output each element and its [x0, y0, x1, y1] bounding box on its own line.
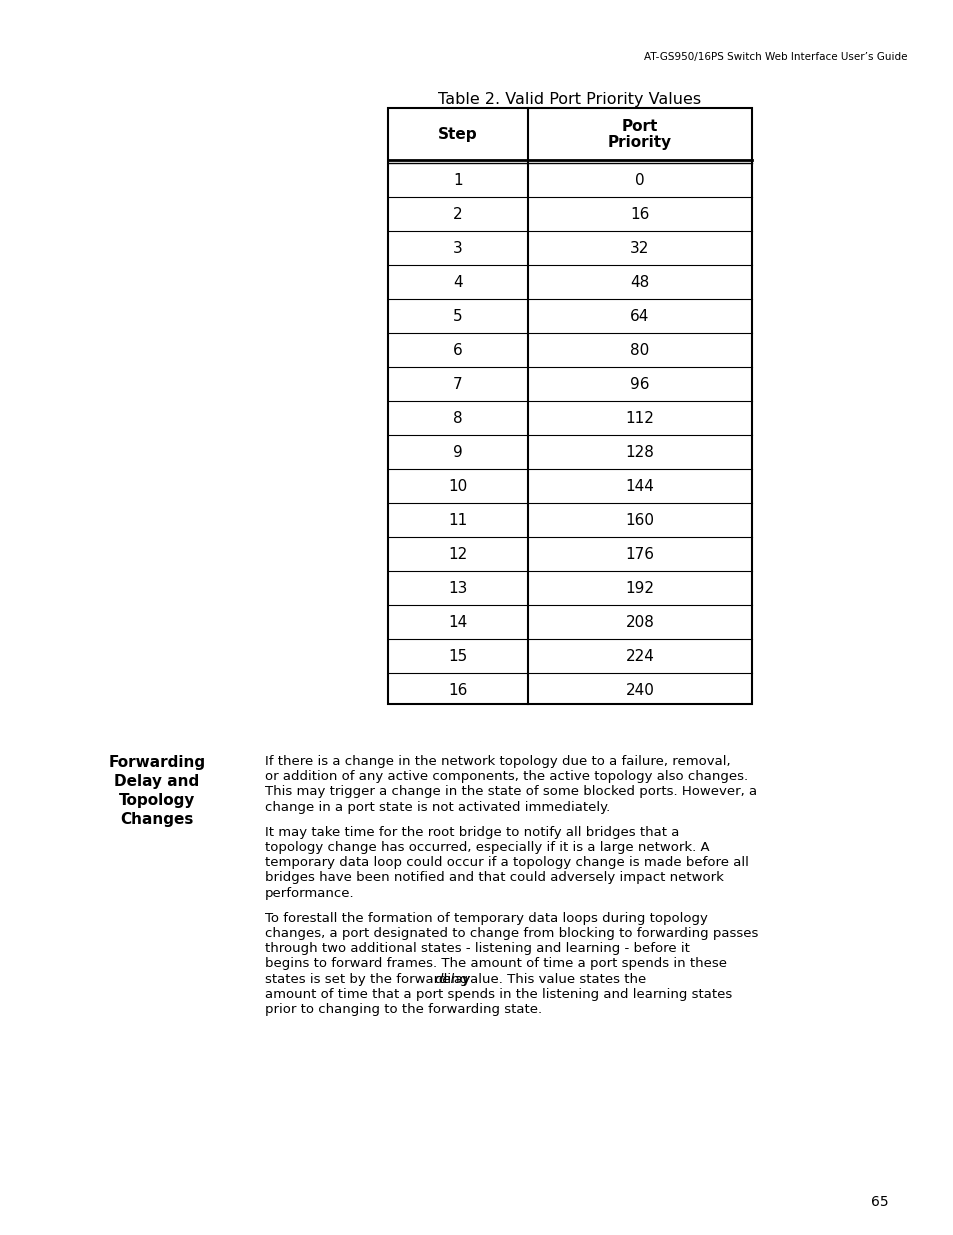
Text: 6: 6	[453, 342, 462, 357]
Text: 224: 224	[625, 648, 654, 663]
Text: states is set by the forwarding: states is set by the forwarding	[265, 973, 472, 986]
Text: Changes: Changes	[120, 811, 193, 827]
Text: This may trigger a change in the state of some blocked ports. However, a: This may trigger a change in the state o…	[265, 785, 757, 798]
Text: value. This value states the: value. This value states the	[457, 973, 646, 986]
Text: change in a port state is not activated immediately.: change in a port state is not activated …	[265, 800, 610, 814]
Text: 1: 1	[453, 173, 462, 188]
Text: 192: 192	[625, 580, 654, 595]
Text: Table 2. Valid Port Priority Values: Table 2. Valid Port Priority Values	[438, 91, 700, 107]
Text: 160: 160	[625, 513, 654, 527]
Text: changes, a port designated to change from blocking to forwarding passes: changes, a port designated to change fro…	[265, 927, 758, 940]
Text: Priority: Priority	[607, 135, 671, 149]
Text: 11: 11	[448, 513, 467, 527]
Text: Step: Step	[437, 126, 477, 142]
Text: 64: 64	[630, 309, 649, 324]
Text: bridges have been notified and that could adversely impact network: bridges have been notified and that coul…	[265, 872, 723, 884]
Text: Delay and: Delay and	[114, 774, 199, 789]
Text: delay: delay	[434, 973, 470, 986]
Text: 80: 80	[630, 342, 649, 357]
Text: 65: 65	[870, 1195, 888, 1209]
Text: topology change has occurred, especially if it is a large network. A: topology change has occurred, especially…	[265, 841, 709, 853]
Text: performance.: performance.	[265, 887, 355, 899]
Text: 32: 32	[630, 241, 649, 256]
Text: 112: 112	[625, 410, 654, 426]
Text: 2: 2	[453, 206, 462, 221]
Text: 208: 208	[625, 615, 654, 630]
Text: 13: 13	[448, 580, 467, 595]
Text: 16: 16	[448, 683, 467, 698]
Text: 176: 176	[625, 547, 654, 562]
Text: Topology: Topology	[119, 793, 195, 808]
Text: 14: 14	[448, 615, 467, 630]
Text: amount of time that a port spends in the listening and learning states: amount of time that a port spends in the…	[265, 988, 732, 1000]
Text: 15: 15	[448, 648, 467, 663]
Text: begins to forward frames. The amount of time a port spends in these: begins to forward frames. The amount of …	[265, 957, 726, 971]
Text: 128: 128	[625, 445, 654, 459]
Text: Port: Port	[621, 119, 658, 133]
Text: 12: 12	[448, 547, 467, 562]
Text: If there is a change in the network topology due to a failure, removal,: If there is a change in the network topo…	[265, 755, 730, 768]
Text: 9: 9	[453, 445, 462, 459]
Text: 10: 10	[448, 478, 467, 494]
Bar	[388, 107, 751, 704]
Text: 48: 48	[630, 274, 649, 289]
Text: 3: 3	[453, 241, 462, 256]
Text: AT-GS950/16PS Switch Web Interface User’s Guide: AT-GS950/16PS Switch Web Interface User’…	[644, 52, 907, 62]
Text: 16: 16	[630, 206, 649, 221]
Text: 240: 240	[625, 683, 654, 698]
Text: through two additional states - listening and learning - before it: through two additional states - listenin…	[265, 942, 689, 955]
Text: or addition of any active components, the active topology also changes.: or addition of any active components, th…	[265, 771, 747, 783]
Text: prior to changing to the forwarding state.: prior to changing to the forwarding stat…	[265, 1003, 541, 1016]
Text: temporary data loop could occur if a topology change is made before all: temporary data loop could occur if a top…	[265, 856, 748, 869]
Text: To forestall the formation of temporary data loops during topology: To forestall the formation of temporary …	[265, 911, 707, 925]
Text: 7: 7	[453, 377, 462, 391]
Text: 0: 0	[635, 173, 644, 188]
Text: 144: 144	[625, 478, 654, 494]
Text: 96: 96	[630, 377, 649, 391]
Text: Forwarding: Forwarding	[109, 755, 205, 769]
Text: 5: 5	[453, 309, 462, 324]
Text: It may take time for the root bridge to notify all bridges that a: It may take time for the root bridge to …	[265, 826, 679, 839]
Text: 4: 4	[453, 274, 462, 289]
Text: 8: 8	[453, 410, 462, 426]
